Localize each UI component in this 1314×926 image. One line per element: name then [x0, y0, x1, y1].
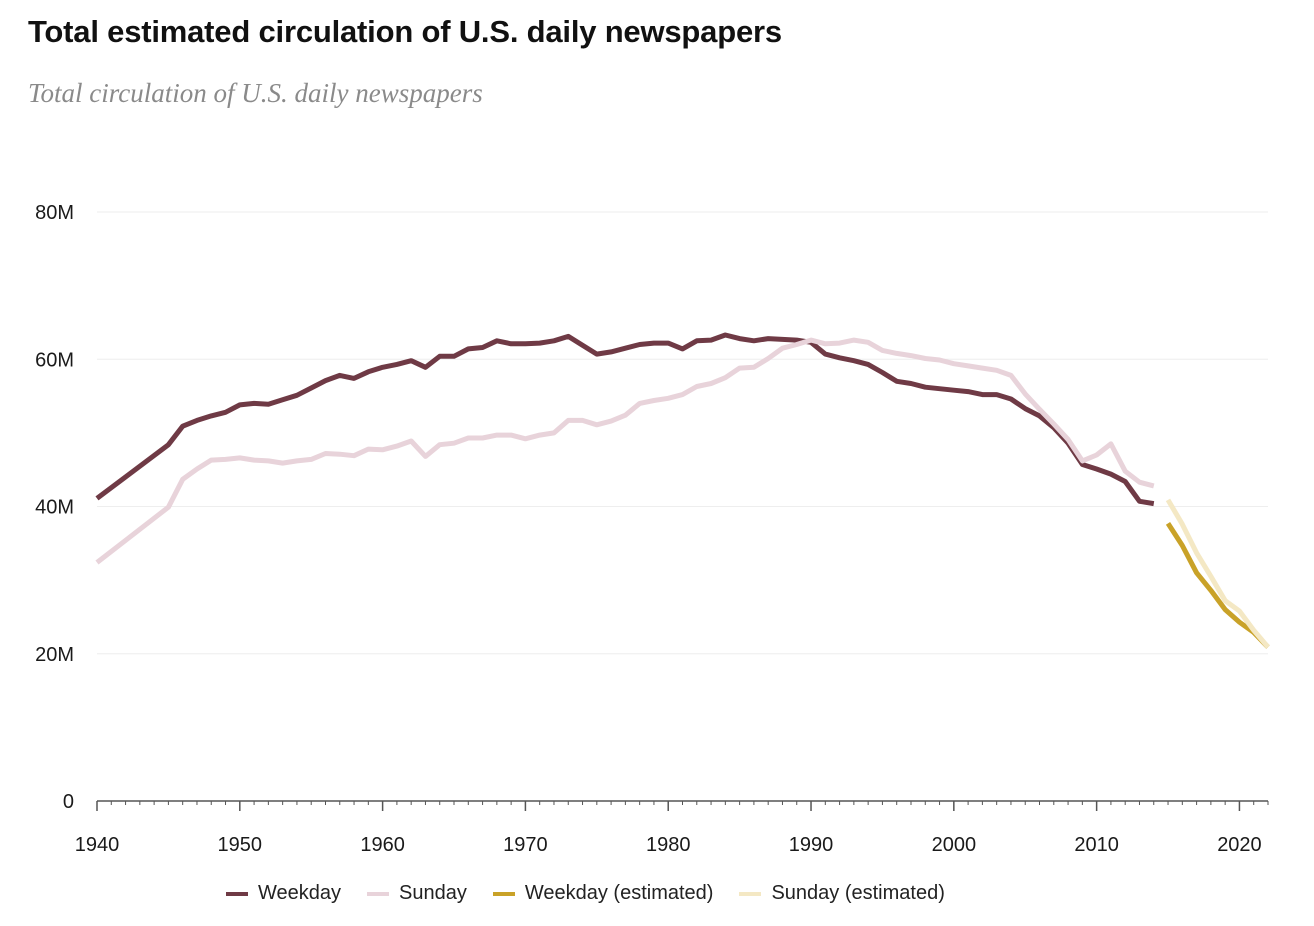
y-tick-label-0: 0: [63, 791, 74, 813]
x-tick-label-1960: 1960: [360, 834, 405, 856]
legend-item-weekday: Weekday: [226, 882, 341, 905]
chart-title: Total estimated circulation of U.S. dail…: [28, 14, 782, 49]
y-tick-label-20m: 20M: [35, 644, 74, 666]
x-tick-label-2000: 2000: [932, 834, 977, 856]
legend-swatch-sunday: [367, 891, 390, 896]
x-tick-label-1950: 1950: [218, 834, 263, 856]
x-tick-label-1980: 1980: [646, 834, 691, 856]
legend: Weekday Sunday Weekday (estimated) Sunda…: [226, 882, 971, 905]
legend-item-sunday-estimated: Sunday (estimated): [739, 882, 945, 905]
x-axis: 1940 1950 1960 1970 1980 1990 2000 2010 2020: [75, 800, 1269, 856]
legend-label-weekday: Weekday: [258, 882, 342, 904]
x-tick-label-1940: 1940: [75, 834, 120, 856]
x-tick-label-2020: 2020: [1217, 834, 1262, 856]
y-axis: 0 20M 40M 60M 80M: [35, 202, 74, 813]
legend-label-sunday-estimated: Sunday (estimated): [771, 882, 945, 904]
series-line-weekday: [95, 332, 1155, 507]
x-tick-label-2010: 2010: [1074, 834, 1119, 856]
legend-item-sunday: Sunday: [367, 882, 467, 905]
y-tick-label-60m: 60M: [35, 349, 74, 371]
x-tick-label-1970: 1970: [503, 834, 548, 856]
legend-label-weekday-estimated: Weekday (estimated): [524, 882, 714, 904]
legend-item-weekday-estimated: Weekday (estimated): [492, 882, 714, 905]
series-line-sunday-estimated: [1165, 498, 1270, 649]
gridlines: [97, 211, 1268, 655]
y-tick-label-80m: 80M: [35, 202, 74, 224]
legend-swatch-weekday-estimated: [492, 891, 515, 896]
y-tick-label-40m: 40M: [35, 497, 74, 519]
x-tick-label-1990: 1990: [789, 834, 834, 856]
series-lines: [95, 332, 1270, 649]
series-line-sunday: [95, 337, 1155, 565]
legend-label-sunday: Sunday: [399, 882, 467, 904]
line-chart: 0 20M 40M 60M 80M 1940 1950 1960 1970 1980 1990 20…: [35, 202, 1270, 856]
chart-subtitle: Total circulation of U.S. daily newspape…: [28, 78, 483, 108]
legend-swatch-sunday-estimated: [739, 891, 762, 896]
legend-swatch-weekday: [226, 891, 248, 896]
